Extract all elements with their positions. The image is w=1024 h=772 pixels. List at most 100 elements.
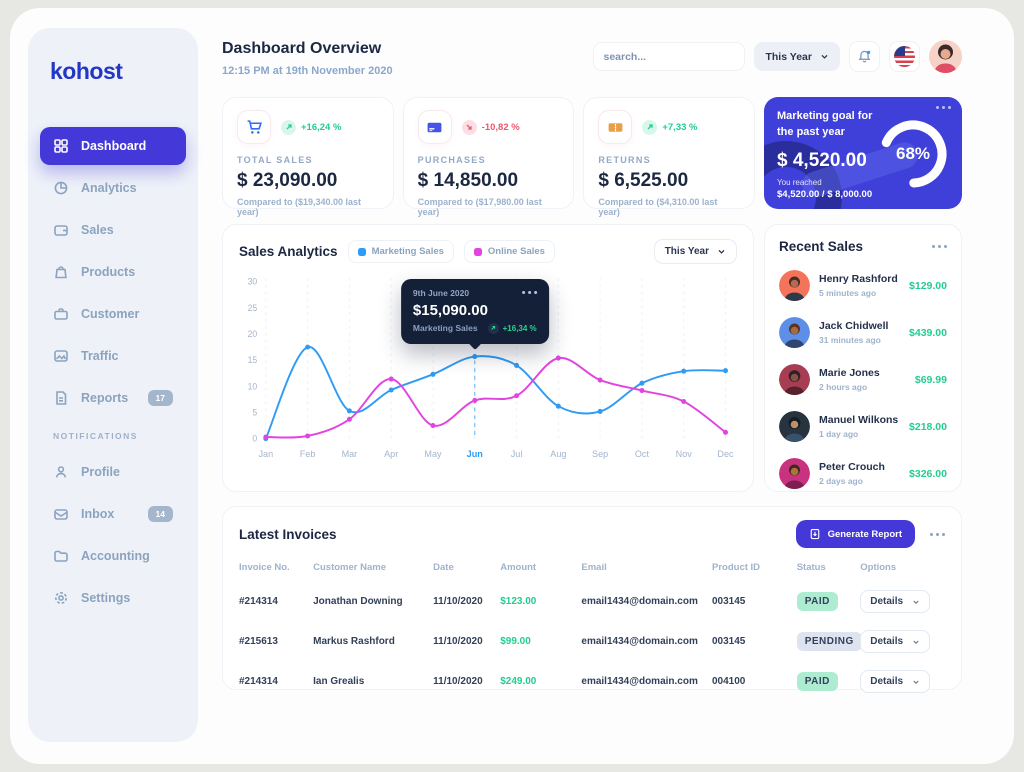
col-customer-name: Customer Name: [313, 562, 386, 573]
sidebar-item-label: Settings: [81, 591, 131, 605]
sidebar-item-dashboard[interactable]: Dashboard: [40, 127, 186, 165]
sale-name: Marie Jones: [819, 367, 880, 379]
details-dropdown[interactable]: Details: [860, 670, 931, 693]
analytics-title: Sales Analytics: [239, 244, 338, 259]
stats-row: +16,24 % TOTAL SALES $ 23,090.00 Compare…: [222, 97, 963, 217]
cell-invoice-no: #215613: [239, 636, 278, 647]
briefcase-icon: [54, 308, 68, 320]
goal-percent: 68%: [896, 144, 931, 163]
generate-report-button[interactable]: Generate Report: [795, 520, 915, 548]
goal-fraction: $4,520.00 / $ 8,000.00: [777, 188, 873, 200]
goal-progress-ring: [879, 120, 947, 188]
notifications-button[interactable]: [849, 41, 880, 72]
sidebar-item-label: Accounting: [81, 549, 150, 563]
sidebar-item-profile[interactable]: Profile: [40, 453, 186, 491]
sidebar-item-settings[interactable]: Settings: [40, 579, 186, 617]
trend-up-icon: [642, 119, 658, 135]
sidebar-item-inbox[interactable]: Inbox 14: [40, 495, 186, 533]
svg-text:Nov: Nov: [676, 449, 693, 459]
svg-text:Oct: Oct: [635, 449, 650, 459]
invoices-menu-icon[interactable]: [927, 532, 945, 536]
sale-list-item[interactable]: Jack Chidwell 31 minutes ago $439.00: [779, 317, 947, 348]
trend-up-icon: [487, 322, 499, 334]
chevron-down-icon: [913, 600, 919, 604]
sale-list-item[interactable]: Manuel Wilkons 1 day ago $218.00: [779, 411, 947, 442]
image-icon: [54, 350, 68, 362]
stat-compare: Compared to ($4,310.00 last year): [598, 197, 718, 217]
recent-sales-menu-icon[interactable]: [929, 245, 947, 248]
sidebar-item-accounting[interactable]: Accounting: [40, 537, 186, 575]
cell-invoice-no: #214314: [239, 676, 278, 687]
cell-date: 11/10/2020: [433, 596, 483, 607]
cell-amount: $123.00: [500, 596, 537, 607]
sidebar-item-traffic[interactable]: Traffic: [40, 337, 186, 375]
avatar: [779, 411, 810, 442]
folder-icon: [54, 550, 68, 562]
sidebar-item-reports[interactable]: Reports 17: [40, 379, 186, 417]
status-badge: PENDING: [796, 632, 862, 651]
svg-text:May: May: [424, 449, 442, 459]
cell-date: 11/10/2020: [433, 676, 483, 687]
avatar: [779, 458, 810, 489]
sale-name: Henry Rashford: [819, 273, 898, 285]
sidebar-item-analytics[interactable]: Analytics: [40, 169, 186, 207]
period-select-chart[interactable]: This Year: [653, 239, 737, 264]
trend-badge: +7,33 %: [642, 119, 698, 135]
sidebar-item-customer[interactable]: Customer: [40, 295, 186, 333]
svg-text:0: 0: [252, 433, 257, 443]
wallet-icon: [54, 225, 68, 236]
svg-text:Sep: Sep: [592, 449, 608, 459]
sale-list-item[interactable]: Henry Rashford 5 minutes ago $129.00: [779, 270, 947, 301]
sale-time: 5 minutes ago: [819, 288, 877, 298]
goal-menu-icon[interactable]: [933, 106, 952, 109]
cell-customer: Ian Grealis: [313, 676, 365, 687]
sale-list-item[interactable]: Peter Crouch 2 days ago $326.00: [779, 458, 947, 489]
us-flag-icon: [894, 46, 915, 67]
stat-compare: Compared to ($19,340.00 last year): [237, 197, 362, 217]
sidebar-item-label: Reports: [81, 391, 129, 405]
cart-icon: [237, 110, 271, 144]
sales-chart-svg: 0 5 10 15 20 25 30 Jan Feb Mar Apr May Jun Jul Aug Sep O…: [248, 277, 734, 460]
svg-text:10: 10: [248, 381, 258, 391]
period-select-header[interactable]: This Year: [754, 42, 840, 71]
svg-text:Aug: Aug: [550, 449, 566, 459]
sales-chart[interactable]: 0 5 10 15 20 25 30 Jan Feb Mar Apr May Jun Jul Aug Sep O…: [239, 272, 737, 468]
tooltip-change: +16,34 %: [487, 322, 537, 334]
sale-list-item[interactable]: Marie Jones 2 hours ago $69.99: [779, 364, 947, 395]
avatar: [779, 317, 810, 348]
sale-time: 2 hours ago: [819, 382, 868, 392]
goal-value: $ 4,520.00: [777, 149, 867, 171]
col-options: Options: [860, 562, 897, 573]
user-icon: [55, 466, 67, 478]
chart-tooltip: 9th June 2020 $15,090.00 Marketing Sales…: [400, 278, 549, 344]
sidebar-item-label: Customer: [81, 307, 140, 321]
chevron-down-icon: [718, 249, 725, 254]
bell-icon: [858, 50, 871, 63]
sidebar-item-sales[interactable]: Sales: [40, 211, 186, 249]
sale-amount: $69.99: [914, 373, 947, 386]
legend-online-sales[interactable]: Online Sales: [463, 240, 555, 263]
legend-marketing-sales[interactable]: Marketing Sales: [347, 240, 454, 263]
details-dropdown[interactable]: Details: [860, 590, 931, 613]
sidebar-item-products[interactable]: Products: [40, 253, 186, 291]
avatar: [779, 364, 810, 395]
sidebar: kohost Dashboard Analytics Sales Product…: [28, 28, 198, 742]
trend-badge: -10,82 %: [461, 119, 520, 135]
cell-customer: Markus Rashford: [313, 636, 395, 647]
file-icon: [56, 391, 67, 405]
trend-value: +7,33 %: [662, 121, 698, 133]
svg-text:Jan: Jan: [258, 449, 273, 459]
grid-icon: [54, 139, 68, 153]
search-box: [593, 42, 746, 71]
stat-label: TOTAL SALES: [237, 155, 313, 165]
sidebar-item-label: Inbox: [81, 507, 115, 521]
sidebar-item-label: Profile: [81, 465, 120, 479]
details-label: Details: [870, 636, 904, 647]
user-avatar[interactable]: [929, 40, 962, 73]
svg-text:30: 30: [248, 277, 258, 287]
status-badge: PAID: [796, 672, 838, 691]
sidebar-item-label: Products: [81, 265, 136, 279]
details-dropdown[interactable]: Details: [860, 630, 931, 653]
search-input[interactable]: [603, 50, 745, 63]
language-button[interactable]: [889, 41, 920, 72]
